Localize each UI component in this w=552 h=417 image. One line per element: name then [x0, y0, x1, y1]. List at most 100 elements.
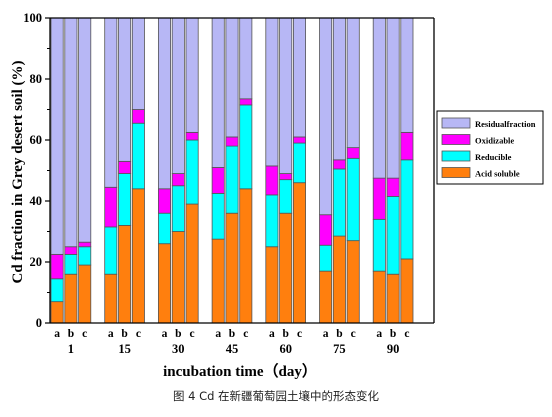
bar-segment-oxidizable-90-c: [400, 131, 414, 161]
bar-segment-oxidizable-90-b: [386, 177, 400, 197]
y-axis-label: Cd fraction in Grey desert soil (%): [10, 60, 26, 283]
bar-segment-reducible-45-a: [211, 192, 225, 240]
legend-swatch-residualfraction: [441, 117, 471, 129]
bar-segment-reducible-30-b: [171, 185, 185, 232]
bar-segment-acid-soluble-90-a: [372, 270, 386, 324]
bar-segment-residualfraction-90-a: [372, 17, 386, 179]
bar-segment-reducible-30-c: [185, 139, 199, 205]
bar-segment-oxidizable-1-c: [78, 241, 92, 248]
bar-segment-residualfraction-15-b: [118, 17, 132, 162]
bar-segment-acid-soluble-30-c: [185, 203, 199, 324]
sample-label-30-c: c: [190, 328, 195, 340]
sample-label-90-c: c: [404, 328, 409, 340]
bar-segment-residualfraction-1-b: [64, 17, 78, 248]
sample-label-30-a: a: [162, 328, 168, 340]
bar-segment-residualfraction-30-c: [185, 17, 199, 133]
sample-label-15-b: b: [121, 328, 127, 340]
legend-label-residualfraction: Residualfraction: [475, 119, 536, 129]
sample-label-15-a: a: [108, 328, 114, 340]
bar-segment-oxidizable-15-b: [118, 160, 132, 174]
y-tick-label-100: 100: [23, 11, 42, 25]
bar-segment-acid-soluble-45-c: [239, 188, 253, 324]
bar-segment-reducible-1-a: [50, 278, 64, 303]
bar-segment-oxidizable-75-a: [319, 214, 333, 246]
legend-swatch-reducible: [441, 150, 471, 162]
bar-segment-acid-soluble-45-b: [225, 212, 239, 324]
bar-segment-acid-soluble-1-a: [50, 301, 64, 324]
bar-segment-reducible-30-a: [157, 212, 171, 245]
bar-segment-acid-soluble-90-b: [386, 273, 400, 324]
bar-segment-acid-soluble-75-b: [332, 235, 346, 324]
bar-segment-reducible-60-c: [292, 142, 306, 184]
sample-label-60-a: a: [269, 328, 275, 340]
bar-segment-oxidizable-45-a: [211, 167, 225, 194]
y-tick-label-60: 60: [30, 133, 43, 147]
bar-segment-reducible-15-b: [118, 173, 132, 226]
sample-label-1-b: b: [68, 328, 74, 340]
bar-segment-reducible-45-b: [225, 145, 239, 214]
bar-segment-oxidizable-90-a: [372, 177, 386, 220]
bar-segment-oxidizable-60-a: [265, 165, 279, 196]
bar-segment-reducible-15-a: [104, 226, 118, 275]
bar-segment-reducible-1-b: [64, 253, 78, 275]
bar-segment-reducible-1-c: [78, 246, 92, 266]
bar-segment-reducible-60-a: [265, 194, 279, 248]
bar-segment-acid-soluble-60-c: [292, 182, 306, 324]
bar-segment-acid-soluble-15-b: [118, 224, 132, 324]
figure-caption: 图 4 Cd 在新疆葡萄园土壤中的形态变化: [172, 389, 380, 403]
bar-segment-oxidizable-1-a: [50, 253, 64, 280]
bar-segment-oxidizable-30-a: [157, 188, 171, 214]
bar-segment-acid-soluble-90-c: [400, 258, 414, 324]
bar-segment-oxidizable-15-c: [131, 109, 145, 124]
bar-segment-reducible-75-a: [319, 244, 333, 272]
bar-segment-acid-soluble-45-a: [211, 238, 225, 324]
sample-label-15-c: c: [136, 328, 141, 340]
group-tick-label-60: 60: [279, 342, 292, 356]
sample-label-45-b: b: [229, 328, 235, 340]
sample-label-45-a: a: [215, 328, 221, 340]
bar-segment-residualfraction-1-c: [78, 17, 92, 243]
bar-segment-residualfraction-45-b: [225, 17, 239, 138]
bar-segment-acid-soluble-75-c: [346, 240, 360, 324]
bar-segment-reducible-90-a: [372, 218, 386, 272]
bar-segment-residualfraction-15-c: [131, 17, 145, 110]
legend: Residualfraction Oxidizable Reducible Acid …: [436, 110, 544, 185]
bar-segment-acid-soluble-15-a: [104, 273, 118, 324]
bar-segment-residualfraction-60-c: [292, 17, 306, 138]
sample-label-60-c: c: [297, 328, 302, 340]
bar-segment-oxidizable-30-b: [171, 173, 185, 187]
bar-segment-acid-soluble-1-b: [64, 273, 78, 324]
bar-segment-reducible-75-c: [346, 157, 360, 242]
group-tick-label-75: 75: [333, 342, 346, 356]
y-tick-label-0: 0: [36, 316, 42, 330]
bar-segment-residualfraction-90-c: [400, 17, 414, 133]
bar-segment-residualfraction-30-a: [157, 17, 171, 190]
y-tick-label-40: 40: [30, 194, 43, 208]
bar-segment-residualfraction-75-a: [319, 17, 333, 216]
bar-segment-oxidizable-45-b: [225, 136, 239, 147]
bar-segment-reducible-15-c: [131, 122, 145, 190]
bar-segment-residualfraction-75-b: [332, 17, 346, 161]
bars-layer: [50, 17, 414, 324]
legend-label-reducible: Reducible: [475, 152, 512, 162]
bar-segment-acid-soluble-30-a: [157, 243, 171, 324]
sample-label-75-a: a: [323, 328, 329, 340]
bar-segment-residualfraction-90-b: [386, 17, 400, 179]
sample-label-30-b: b: [175, 328, 181, 340]
bar-segment-acid-soluble-1-c: [78, 264, 92, 324]
bar-segment-acid-soluble-60-a: [265, 246, 279, 324]
bar-segment-reducible-45-c: [239, 104, 253, 190]
y-tick-label-80: 80: [30, 72, 43, 86]
legend-swatch-acid-soluble: [441, 167, 471, 178]
bar-segment-oxidizable-75-c: [346, 147, 360, 159]
sample-label-45-c: c: [243, 328, 248, 340]
sample-label-75-c: c: [351, 328, 356, 340]
bar-segment-acid-soluble-60-b: [279, 212, 293, 324]
y-tick-label-20: 20: [30, 255, 43, 269]
sample-label-1-c: c: [82, 328, 87, 340]
x-axis-label: incubation time（day）: [163, 362, 317, 380]
group-tick-label-45: 45: [226, 342, 239, 356]
bar-segment-residualfraction-45-a: [211, 17, 225, 168]
sample-label-90-a: a: [376, 328, 382, 340]
bar-segment-residualfraction-1-a: [50, 17, 64, 255]
